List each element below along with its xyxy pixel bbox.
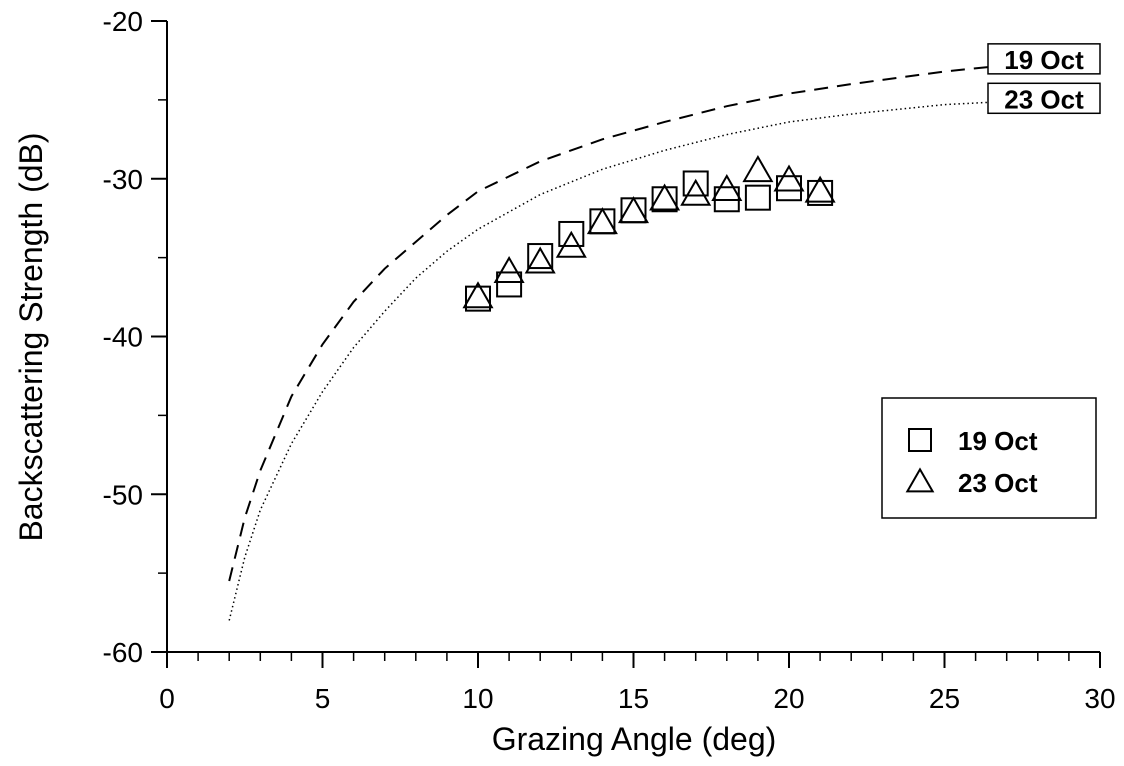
square-marker [465,285,491,312]
square-marker [558,220,585,247]
triangle-marker [462,281,494,309]
y-axis-label: Backscattering Strength (dB) [13,132,49,541]
triangle-marker [680,178,712,206]
triangle-marker [493,256,525,284]
square-marker [908,428,932,452]
triangle-marker [586,207,618,235]
square-marker [620,197,647,224]
curve [228,97,1101,621]
triangle-marker [804,175,836,203]
x-tick-label: 5 [315,683,331,714]
y-tick-label: -50 [103,479,143,510]
y-tick-label: -60 [103,637,143,668]
curve-label: 19 Oct [1004,45,1084,75]
y-tick-label: -20 [103,6,143,37]
curve-label: 23 Oct [1004,84,1084,114]
triangle-marker [711,173,743,201]
triangle-marker [742,155,774,183]
square-marker [496,271,523,298]
legend-box [881,397,1097,519]
triangle-marker [649,183,681,211]
x-tick-label: 20 [773,683,804,714]
x-axis-label: Grazing Angle (deg) [492,721,777,757]
triangle-marker [524,246,556,274]
curve-label-box [987,43,1101,75]
triangle-marker [773,164,805,192]
triangle-marker [617,196,650,224]
legend-label: 19 Oct [958,426,1038,456]
x-tick-label: 25 [929,683,960,714]
square-marker [744,184,771,211]
legend-label: 23 Oct [958,468,1038,498]
triangle-marker [905,467,935,493]
square-marker [589,208,616,235]
square-marker [527,243,554,270]
x-tick-label: 30 [1084,683,1115,714]
curve-label-box [987,82,1101,115]
x-tick-label: 0 [159,683,175,714]
x-tick-label: 15 [618,683,649,714]
y-tick-label: -40 [103,322,143,353]
y-tick-label: -30 [103,164,143,195]
square-marker [807,179,834,206]
x-tick-label: 10 [462,683,493,714]
square-marker [682,170,709,197]
curve [228,57,1101,582]
triangle-marker [555,230,587,258]
